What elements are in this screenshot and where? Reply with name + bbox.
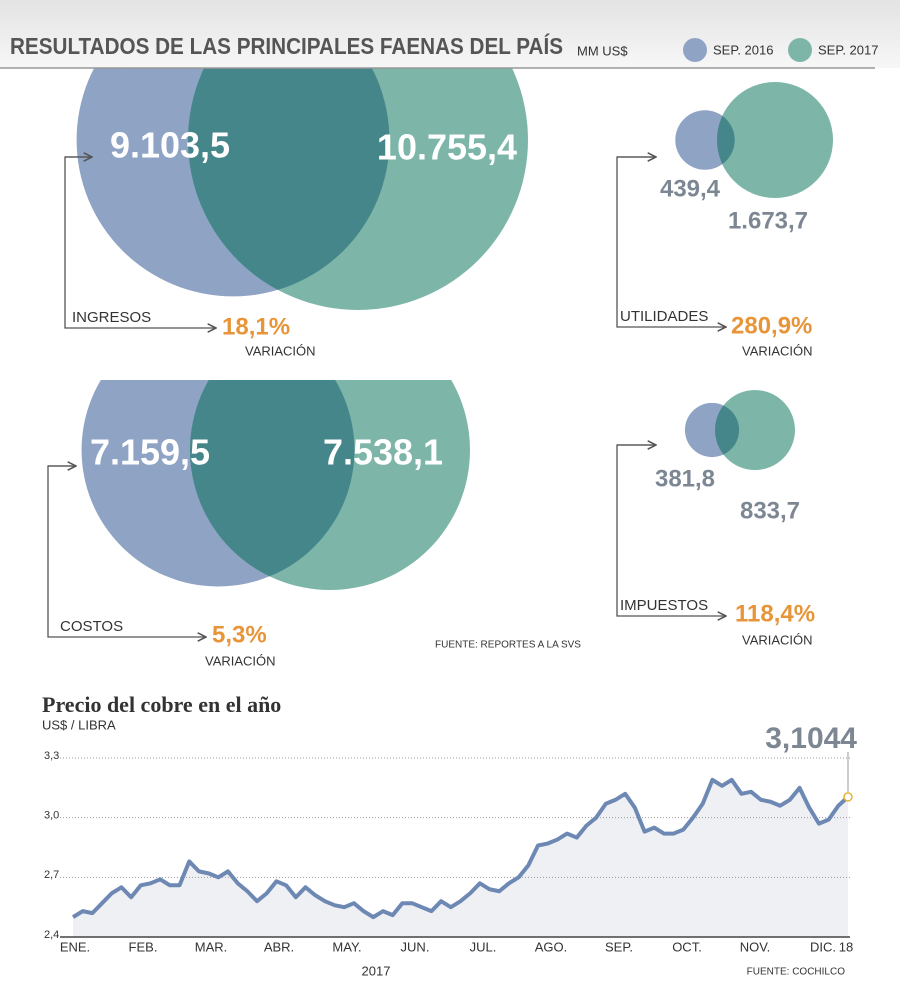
x-tick-label: JUL. xyxy=(470,939,497,954)
value-label: 7.538,1 xyxy=(323,432,443,473)
panel-name: COSTOS xyxy=(60,618,123,635)
panel-name: IMPUESTOS xyxy=(620,597,708,614)
venn xyxy=(81,380,470,590)
y-tick-label: 3,0 xyxy=(44,810,59,822)
line-subtitle: US$ / LIBRA xyxy=(42,717,116,732)
x-tick-label: JUN. xyxy=(401,939,430,954)
annotation: 3,1044 xyxy=(765,722,857,755)
x-label: 2017 xyxy=(362,963,391,978)
value-label: 7.159,5 xyxy=(90,432,210,473)
header-bg xyxy=(0,0,900,68)
variation: 18,1% xyxy=(222,313,290,340)
circle-2017 xyxy=(717,82,833,198)
panel-name: UTILIDADES xyxy=(620,308,708,325)
header-unit: MM US$ xyxy=(577,43,628,58)
x-tick-label: ABR. xyxy=(264,939,294,954)
value-label: 381,8 xyxy=(655,465,715,492)
y-tick-label: 2,4 xyxy=(44,929,59,941)
variation: 5,3% xyxy=(212,621,267,648)
variation-caption: VARIACIÓN xyxy=(245,343,316,358)
x-tick-label: NOV. xyxy=(740,939,771,954)
y-tick-label: 3,3 xyxy=(44,750,59,762)
value-label: 439,4 xyxy=(660,175,721,202)
overlap xyxy=(188,68,390,297)
line-source: FUENTE: COCHILCO xyxy=(747,967,846,978)
x-tick-label: SEP. xyxy=(605,939,633,954)
variation: 280,9% xyxy=(731,312,812,339)
area xyxy=(73,779,848,937)
y-tick-label: 2,7 xyxy=(44,869,59,881)
x-tick-label: DIC. xyxy=(810,939,836,954)
x-tick-label: 18 xyxy=(839,939,853,954)
x-tick-label: ENE. xyxy=(60,939,90,954)
line-title: Precio del cobre en el año xyxy=(42,692,281,717)
overlap xyxy=(190,380,355,587)
legend-label: SEP. 2016 xyxy=(713,42,773,57)
x-tick-label: MAR. xyxy=(195,939,228,954)
venn xyxy=(76,68,528,310)
panel-name: INGRESOS xyxy=(72,309,151,326)
variation-caption: VARIACIÓN xyxy=(742,632,813,647)
overlap-group xyxy=(190,380,355,587)
header-title: RESULTADOS DE LAS PRINCIPALES FAENAS DEL… xyxy=(10,32,563,59)
variation-caption: VARIACIÓN xyxy=(205,653,276,668)
last-point xyxy=(843,792,853,802)
venn-area: 9.103,5 10.755,4 INGRESOS 18,1% VARIACIÓN 439… xyxy=(47,68,833,668)
variation: 118,4% xyxy=(735,600,815,627)
x-tick-label: MAY. xyxy=(332,939,361,954)
line xyxy=(71,777,850,920)
legend-swatch xyxy=(788,38,812,62)
value-label: 9.103,5 xyxy=(110,125,230,166)
legend-swatch xyxy=(683,38,707,62)
x-tick-label: AGO. xyxy=(535,939,568,954)
x-tick-label: FEB. xyxy=(129,939,158,954)
value-label: 1.673,7 xyxy=(728,207,808,234)
overlap-group xyxy=(188,68,390,297)
x-tick-label: OCT. xyxy=(672,939,702,954)
value-label: 10.755,4 xyxy=(377,127,517,168)
venn xyxy=(684,390,795,470)
legend-label: SEP. 2017 xyxy=(818,42,878,57)
source: FUENTE: REPORTES A LA SVS xyxy=(435,640,581,651)
variation-caption: VARIACIÓN xyxy=(742,343,813,358)
venn xyxy=(675,82,833,198)
value-label: 833,7 xyxy=(740,497,800,524)
circle-2017 xyxy=(715,390,795,470)
